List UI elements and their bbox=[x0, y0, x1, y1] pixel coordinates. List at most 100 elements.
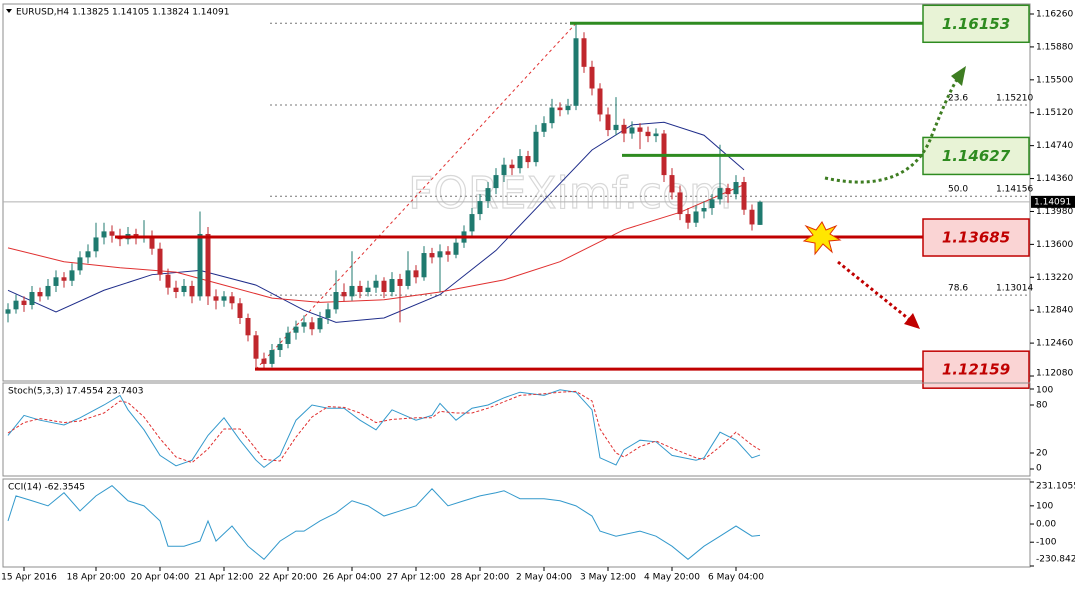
candle-body bbox=[261, 358, 267, 364]
candle-body bbox=[557, 107, 563, 111]
candle-body bbox=[309, 322, 315, 330]
candle-body bbox=[517, 156, 523, 169]
fib-level: 50.0 bbox=[948, 185, 968, 195]
candle-body bbox=[549, 107, 555, 124]
fib-trend-line bbox=[255, 22, 577, 370]
fib-price: 1.15210 bbox=[996, 93, 1033, 103]
candle-body bbox=[389, 279, 395, 293]
candle-body bbox=[581, 38, 587, 67]
candle-body bbox=[445, 251, 451, 255]
level-label: 1.12159 bbox=[942, 361, 1010, 379]
candle-body bbox=[45, 285, 51, 297]
y-tick-label: 231.1055 bbox=[1036, 482, 1075, 492]
x-tick-label: 22 Apr 20:00 bbox=[259, 573, 318, 583]
candle-body bbox=[733, 182, 739, 195]
candle-body bbox=[13, 300, 19, 310]
candle-body bbox=[709, 199, 715, 209]
fib-level: 23.6 bbox=[948, 93, 968, 103]
candle-body bbox=[717, 188, 723, 200]
candle-body bbox=[669, 175, 675, 193]
y-tick-label: 1.14360 bbox=[1036, 174, 1073, 184]
starburst bbox=[802, 221, 842, 256]
level-label: 1.14627 bbox=[942, 147, 1011, 165]
candle-body bbox=[613, 124, 619, 131]
x-tick-label: 21 Apr 12:00 bbox=[195, 573, 254, 583]
y-tick-label: 80 bbox=[1036, 401, 1048, 411]
candle-body bbox=[85, 251, 91, 258]
fib-level: 78.6 bbox=[948, 284, 968, 294]
candle-body bbox=[645, 131, 651, 137]
candle-body bbox=[69, 270, 75, 281]
up-arrow-head bbox=[951, 66, 966, 86]
candle-body bbox=[61, 277, 67, 281]
candle-body bbox=[421, 253, 427, 278]
candle-body bbox=[77, 257, 83, 271]
down-arrow-head bbox=[904, 313, 920, 329]
candle-body bbox=[637, 127, 643, 132]
candle-body bbox=[269, 350, 275, 364]
candle-body bbox=[757, 201, 763, 225]
level-label: 1.13685 bbox=[942, 229, 1010, 247]
candle-body bbox=[469, 214, 475, 232]
candle-body bbox=[189, 285, 195, 297]
candle-body bbox=[109, 231, 115, 236]
candle-body bbox=[221, 296, 227, 301]
y-tick-label: 1.13980 bbox=[1036, 207, 1073, 217]
panel-frame bbox=[2, 3, 1031, 382]
candle-body bbox=[205, 233, 211, 297]
x-tick-label: 3 May 12:00 bbox=[580, 573, 636, 583]
candle-body bbox=[605, 114, 611, 131]
level-label: 1.16153 bbox=[942, 15, 1010, 33]
candle-body bbox=[653, 133, 659, 137]
y-tick-label: 100 bbox=[1036, 386, 1053, 396]
candle-body bbox=[101, 231, 107, 238]
y-tick-label: 1.15120 bbox=[1036, 108, 1073, 118]
candle-body bbox=[373, 280, 379, 288]
candle-body bbox=[437, 251, 443, 258]
candle-body bbox=[301, 322, 307, 327]
x-tick-label: 18 Apr 20:00 bbox=[67, 573, 126, 583]
candle-body bbox=[285, 332, 291, 344]
candle-body bbox=[397, 279, 403, 286]
candle-body bbox=[181, 285, 187, 293]
candle-body bbox=[325, 309, 331, 318]
level-box bbox=[922, 4, 1030, 44]
y-tick-label: 0 bbox=[1036, 464, 1042, 474]
x-tick-label: 15 Apr 2016 bbox=[1, 573, 57, 583]
panel-title: EURUSD,H4 1.13825 1.14105 1.13824 1.1409… bbox=[16, 8, 229, 18]
candle-body bbox=[357, 285, 363, 293]
y-tick-label: 0.00 bbox=[1036, 520, 1056, 530]
candle-body bbox=[213, 296, 219, 301]
candle-body bbox=[5, 309, 11, 314]
y-tick-label: -100 bbox=[1036, 538, 1057, 548]
y-tick-label: 1.15500 bbox=[1036, 75, 1073, 85]
indicator-line bbox=[7, 485, 761, 560]
candle-body bbox=[333, 292, 339, 310]
indicator-line bbox=[7, 389, 761, 469]
candle-body bbox=[405, 270, 411, 286]
candle-body bbox=[253, 335, 259, 359]
candle-body bbox=[589, 66, 595, 89]
candle-body bbox=[565, 105, 571, 111]
candle-body bbox=[165, 274, 171, 288]
candle-body bbox=[693, 211, 699, 223]
level-box bbox=[922, 136, 1030, 176]
candle-body bbox=[293, 326, 299, 333]
x-tick-label: 2 May 04:00 bbox=[516, 573, 572, 583]
candle-body bbox=[157, 248, 163, 275]
x-tick-label: 26 Apr 04:00 bbox=[323, 573, 382, 583]
x-tick-label: 6 May 04:00 bbox=[708, 573, 764, 583]
panel-title: CCI(14) -62.3545 bbox=[8, 483, 85, 493]
candle-body bbox=[453, 242, 459, 255]
candle-body bbox=[349, 285, 355, 297]
y-tick-label: 1.13600 bbox=[1036, 240, 1073, 250]
menu-triangle bbox=[6, 9, 12, 13]
x-tick-label: 27 Apr 12:00 bbox=[387, 573, 446, 583]
y-tick-label: 20 bbox=[1036, 449, 1048, 459]
panel-frame bbox=[2, 382, 1031, 477]
x-tick-label: 20 Apr 04:00 bbox=[131, 573, 190, 583]
candle-body bbox=[701, 208, 707, 212]
candle-body bbox=[509, 164, 515, 169]
